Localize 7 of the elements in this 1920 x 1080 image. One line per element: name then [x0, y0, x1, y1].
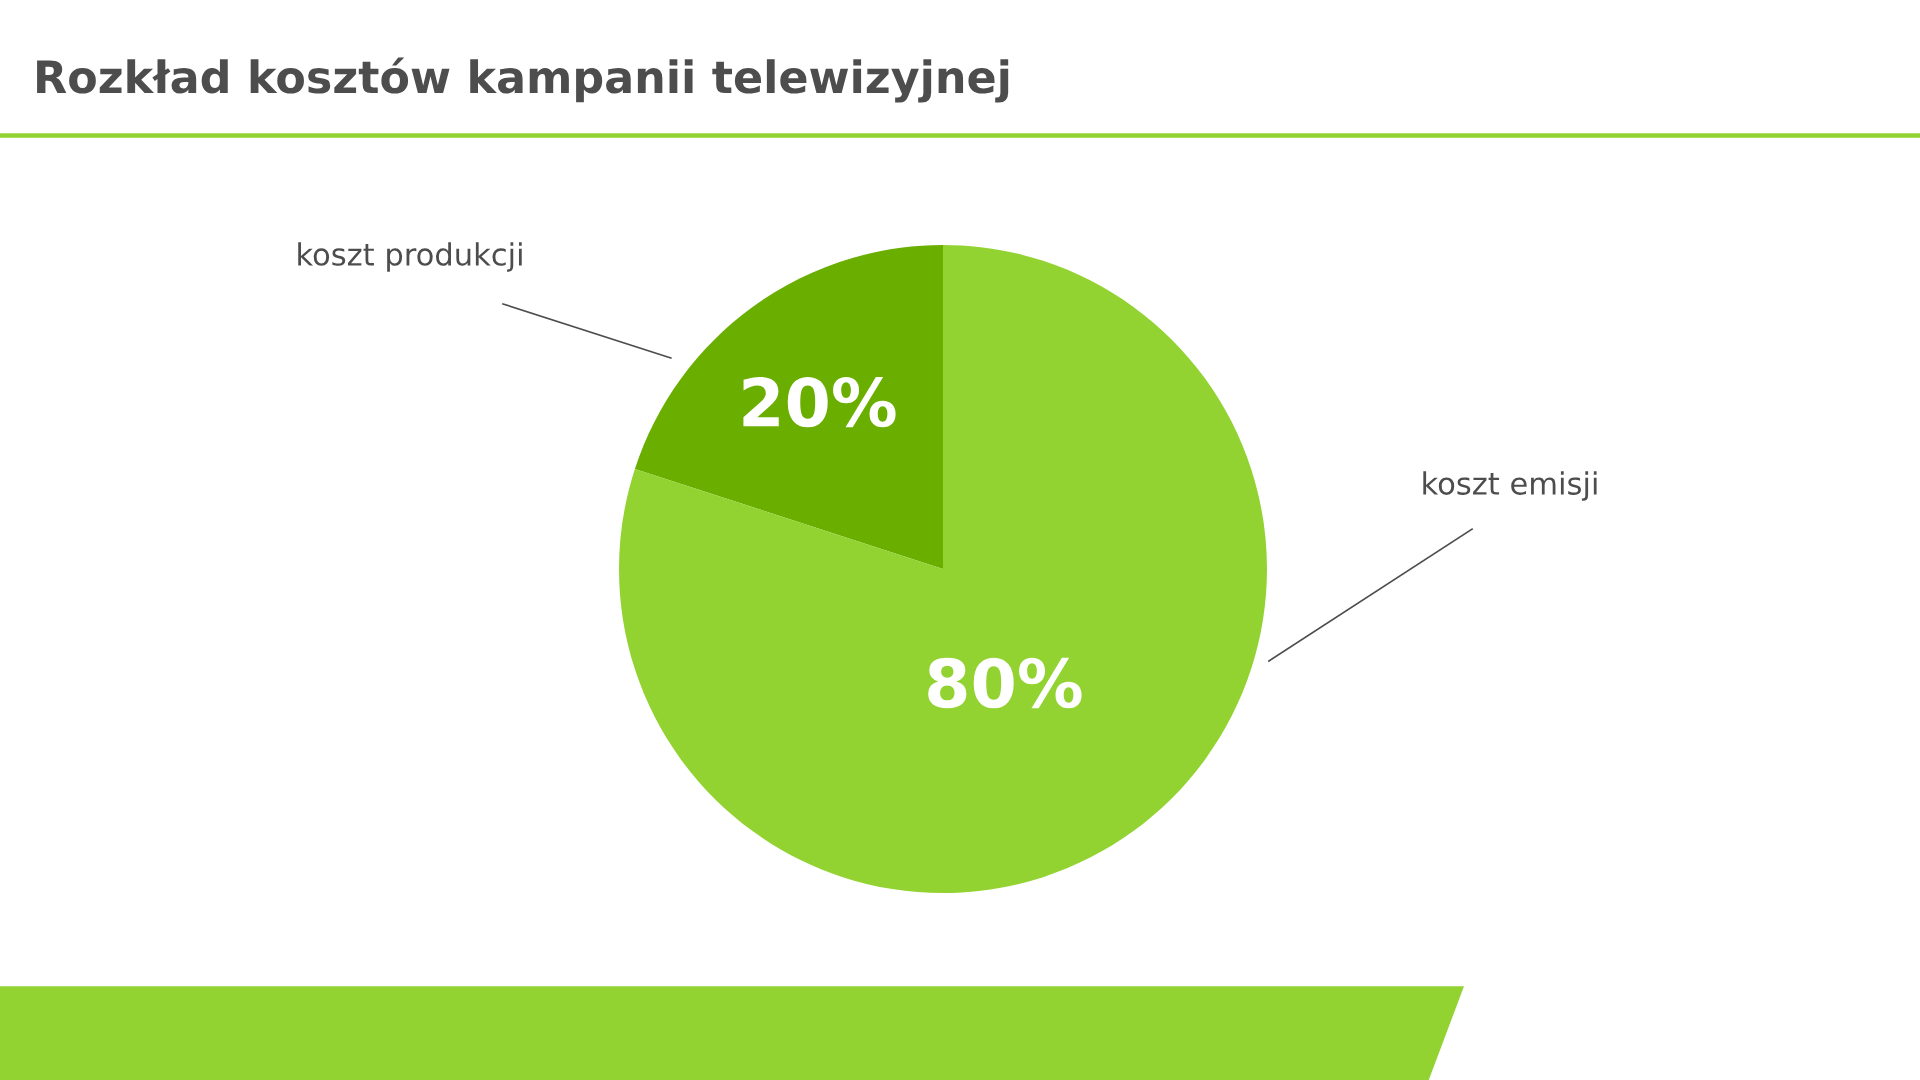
pie-slice: [634, 245, 943, 569]
data-label: 20%: [743, 376, 896, 428]
data-label: 80%: [928, 657, 1082, 709]
slice-label: koszt emisji: [1423, 471, 1597, 501]
slice-label: koszt produkcji: [298, 242, 522, 272]
chart-title: Rozkład kosztów kampanii telewizyjnej: [37, 57, 1009, 103]
pie-slice: [619, 245, 1267, 893]
